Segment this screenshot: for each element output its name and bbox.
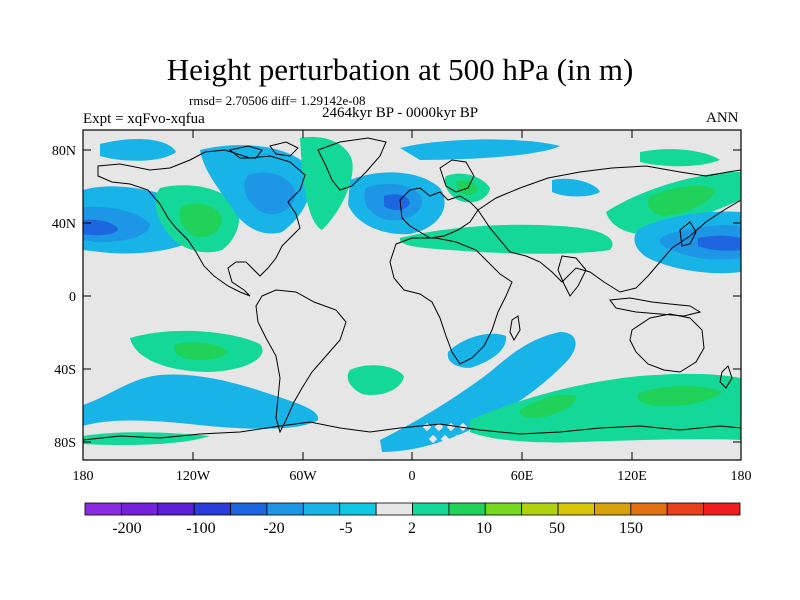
lat-label-40s: 40S xyxy=(54,363,76,378)
anomaly-positive-arctic-band xyxy=(300,136,353,230)
lon-label-0: 0 xyxy=(409,469,416,484)
colorbar-swatch xyxy=(412,502,450,516)
coastline-scandinavia xyxy=(439,159,475,193)
anomaly-negative-siberia xyxy=(552,178,600,197)
longitude-axis xyxy=(192,130,633,460)
anomaly-positive-southern-ocean-core-west xyxy=(519,394,577,419)
lon-label-120w: 120W xyxy=(176,469,211,484)
coastline-madagascar xyxy=(509,315,521,342)
colorbar-swatch xyxy=(193,502,231,516)
season-label: ANN xyxy=(706,110,739,126)
colorbar-label: 10 xyxy=(476,520,492,537)
anomaly-positive-western-north-america-core xyxy=(179,203,222,238)
hatch-cell xyxy=(434,446,444,456)
colorbar-swatch xyxy=(666,502,705,516)
colorbar-labels: -200 -100 -20 -5 2 10 50 150 xyxy=(112,520,643,537)
coastline-india xyxy=(557,255,587,297)
colorbar-swatch xyxy=(703,502,741,516)
coastline-greenland xyxy=(317,137,387,191)
anomaly-negative-north-pacific-deep xyxy=(83,219,118,236)
colorbar-swatch xyxy=(448,502,486,516)
anomaly-positive-southern-ocean-core-east xyxy=(637,386,722,407)
colorbar-swatch xyxy=(521,502,559,516)
anomaly-negative-southern-ocean xyxy=(83,374,319,429)
coastline-australia xyxy=(629,313,705,373)
lon-label-120e: 120E xyxy=(617,469,647,484)
contour-field xyxy=(83,130,741,460)
latitude-labels: 80N 40N 0 40S 80S xyxy=(52,144,76,451)
lat-label-80n: 80N xyxy=(52,144,76,159)
colorbar xyxy=(84,502,741,516)
colorbar-swatch xyxy=(557,502,595,516)
coastlines xyxy=(83,137,741,441)
coastline-africa xyxy=(389,237,513,365)
colorbar-swatch xyxy=(266,502,304,516)
anomaly-negative-indian-ocean-band xyxy=(380,332,576,452)
colorbar-swatch xyxy=(230,502,268,516)
anomaly-negative-arctic-north xyxy=(100,138,176,161)
period-text: 2464kyr BP - 0000kyr BP xyxy=(322,105,479,121)
lat-label-equator: 0 xyxy=(69,290,76,305)
colorbar-swatch xyxy=(630,502,668,516)
coastline-indonesia xyxy=(609,297,702,317)
coastline-arctic-islands xyxy=(228,141,299,159)
colorbar-label: -100 xyxy=(186,520,215,537)
stats-text: rmsd= 2.70506 diff= 1.29142e-08 xyxy=(189,93,366,108)
colorbar-swatch xyxy=(302,502,341,516)
anomaly-positive-east-asia-core xyxy=(647,185,716,216)
plot-title: Height perturbation at 500 hPa (in m) xyxy=(166,52,634,87)
colorbar-label: -20 xyxy=(263,520,284,537)
anomaly-negative-arctic-east xyxy=(400,139,560,160)
colorbar-swatch xyxy=(84,502,122,516)
colorbar-swatch xyxy=(375,502,413,516)
colorbar-label: 50 xyxy=(549,520,565,537)
anomaly-positive-antarctic-margin xyxy=(83,432,210,446)
colorbar-label: 150 xyxy=(619,520,643,537)
anomaly-negative-north-atlantic-deep xyxy=(384,194,410,211)
colorbar-label: 2 xyxy=(408,520,416,537)
coastline-asia xyxy=(477,165,741,293)
hatch-cell xyxy=(434,422,444,432)
anomaly-positive-siberia-arctic xyxy=(640,149,720,167)
lon-label-180-west: 180 xyxy=(73,469,94,484)
anomaly-negative-canada-core xyxy=(244,172,296,215)
anomaly-negative-north-west-pacific-deep xyxy=(698,235,741,251)
coastline-new-zealand xyxy=(719,365,733,389)
colorbar-label: -200 xyxy=(112,520,141,537)
coastline-south-america xyxy=(255,289,347,434)
hatch-cell xyxy=(458,446,468,456)
colorbar-swatch xyxy=(339,502,377,516)
hatch-cell xyxy=(452,434,462,444)
coastline-japan xyxy=(679,221,697,247)
lon-label-60e: 60E xyxy=(511,469,534,484)
colorbar-swatch xyxy=(157,502,195,516)
lat-label-40n: 40N xyxy=(52,217,76,232)
latitude-axis xyxy=(83,149,741,443)
coastline-north-america xyxy=(97,149,306,297)
lon-label-60w: 60W xyxy=(289,469,317,484)
anomaly-positive-south-pacific-core xyxy=(174,342,228,360)
colorbar-swatch xyxy=(120,502,159,516)
colorbar-swatch xyxy=(484,502,523,516)
anomaly-positive-south-atlantic xyxy=(347,365,404,396)
longitude-labels: 180 120W 60W 0 60E 120E 180 xyxy=(73,469,752,484)
anomaly-positive-europe-core xyxy=(456,180,478,195)
colorbar-label: -5 xyxy=(339,520,352,537)
hatch-cell xyxy=(422,446,432,456)
hatch-cell xyxy=(440,434,450,444)
experiment-label: Expt = xqFvo-xqfua xyxy=(83,111,205,127)
hatch-cell xyxy=(464,434,474,444)
colorbar-swatch xyxy=(594,502,632,516)
anomaly-negative-southern-africa xyxy=(447,333,507,368)
lat-label-80s: 80S xyxy=(54,436,76,451)
hatch-cell xyxy=(446,446,456,456)
antarctic-hatch-cells xyxy=(422,422,474,456)
hatch-cell xyxy=(428,434,438,444)
lon-label-180-east: 180 xyxy=(731,469,752,484)
coastline-antarctica xyxy=(83,421,741,441)
